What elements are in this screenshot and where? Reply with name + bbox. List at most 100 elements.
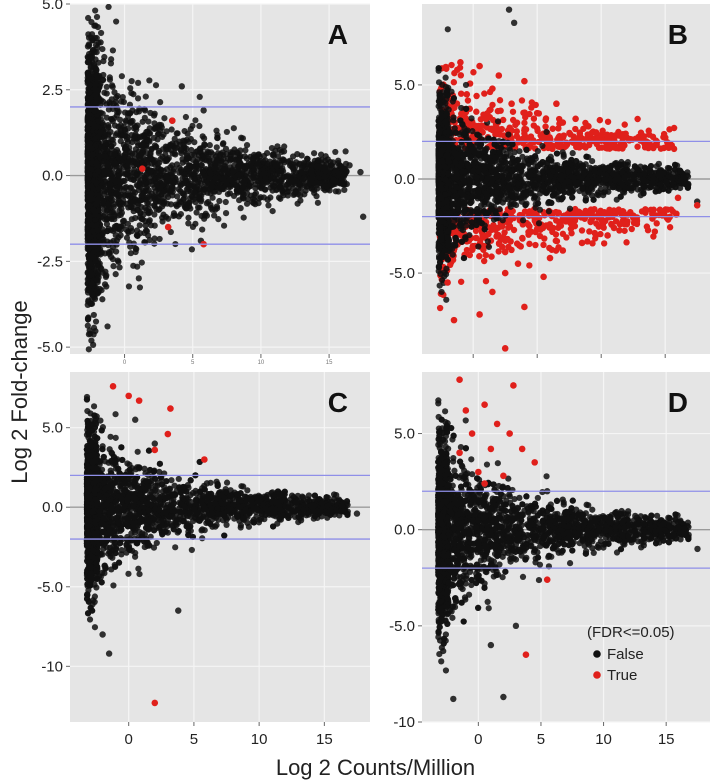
true-point: [593, 220, 600, 227]
false-point: [157, 198, 164, 205]
false-point: [105, 4, 112, 11]
false-point: [88, 145, 96, 153]
false-point: [164, 156, 171, 163]
false-point: [85, 355, 91, 361]
true-point: [485, 230, 492, 238]
false-point: [321, 173, 328, 180]
false-point: [120, 217, 128, 224]
false-point: [357, 168, 364, 176]
true-point: [615, 132, 623, 139]
false-point: [85, 111, 93, 118]
true-point: [584, 238, 591, 245]
false-point: [116, 183, 123, 190]
false-point: [138, 259, 145, 266]
false-point: [318, 164, 325, 172]
false-point: [139, 192, 146, 199]
false-point: [108, 56, 115, 63]
false-point: [287, 157, 294, 164]
false-point: [95, 289, 102, 296]
false-point: [183, 145, 190, 152]
false-point: [233, 149, 240, 156]
false-point: [103, 203, 110, 210]
true-point: [656, 206, 664, 213]
false-point: [273, 186, 280, 194]
false-point: [117, 226, 124, 233]
false-point: [292, 163, 299, 171]
false-point: [200, 176, 208, 183]
false-point: [184, 130, 191, 137]
true-point: [473, 108, 480, 115]
true-point: [450, 79, 458, 86]
false-point: [200, 189, 207, 196]
false-point: [298, 168, 306, 176]
true-point: [606, 206, 613, 214]
points-layer: [435, 6, 701, 352]
false-point: [130, 91, 137, 98]
false-point: [88, 190, 95, 197]
false-point: [199, 226, 206, 233]
false-point: [100, 190, 108, 198]
false-point: [86, 171, 93, 178]
false-point: [107, 181, 114, 188]
false-point: [146, 178, 153, 185]
false-point: [180, 196, 187, 203]
true-point: [632, 135, 640, 142]
true-point: [492, 131, 499, 138]
true-point: [513, 128, 521, 135]
true-point: [513, 240, 521, 247]
false-point: [113, 94, 120, 101]
true-point: [611, 134, 618, 142]
false-point: [335, 170, 342, 177]
x-tick-label-small: 0: [123, 360, 127, 366]
false-point: [104, 121, 112, 129]
false-point: [112, 231, 119, 239]
false-point: [288, 179, 295, 186]
true-point: [526, 262, 533, 269]
false-point: [145, 118, 152, 125]
panel-B: B5.00.0-5.0: [389, 4, 710, 358]
false-point: [198, 212, 205, 220]
true-point: [586, 228, 593, 235]
false-point: [200, 107, 207, 114]
false-point: [165, 177, 172, 185]
false-point: [118, 73, 125, 80]
false-point: [214, 134, 221, 142]
points-layer: [84, 4, 367, 361]
false-point: [178, 83, 186, 90]
false-point: [244, 190, 251, 197]
true-point: [557, 222, 565, 229]
true-point: [591, 229, 598, 237]
false-point: [209, 183, 216, 190]
false-point: [275, 194, 283, 201]
false-point: [87, 300, 95, 307]
true-point: [168, 117, 176, 124]
false-point: [254, 178, 261, 185]
false-point: [89, 355, 95, 361]
true-point: [628, 225, 635, 233]
false-point: [91, 108, 98, 115]
true-point: [576, 129, 583, 136]
false-point: [242, 147, 249, 154]
true-point: [472, 234, 480, 242]
true-point: [651, 228, 659, 235]
false-point: [84, 315, 92, 322]
true-point: [576, 209, 583, 216]
false-point: [196, 122, 203, 130]
false-point: [101, 135, 108, 142]
false-point: [185, 138, 192, 146]
true-point: [533, 210, 540, 218]
false-point: [243, 200, 251, 207]
false-point: [123, 200, 130, 208]
false-point: [135, 275, 142, 282]
false-point: [94, 167, 102, 175]
true-point: [526, 223, 533, 230]
false-point: [330, 176, 337, 184]
false-point: [275, 168, 282, 175]
false-point: [134, 122, 141, 129]
false-point: [284, 173, 291, 180]
true-point: [451, 69, 458, 77]
false-point: [88, 18, 95, 26]
false-point: [120, 177, 127, 184]
false-point: [177, 188, 184, 195]
true-point: [518, 97, 526, 104]
